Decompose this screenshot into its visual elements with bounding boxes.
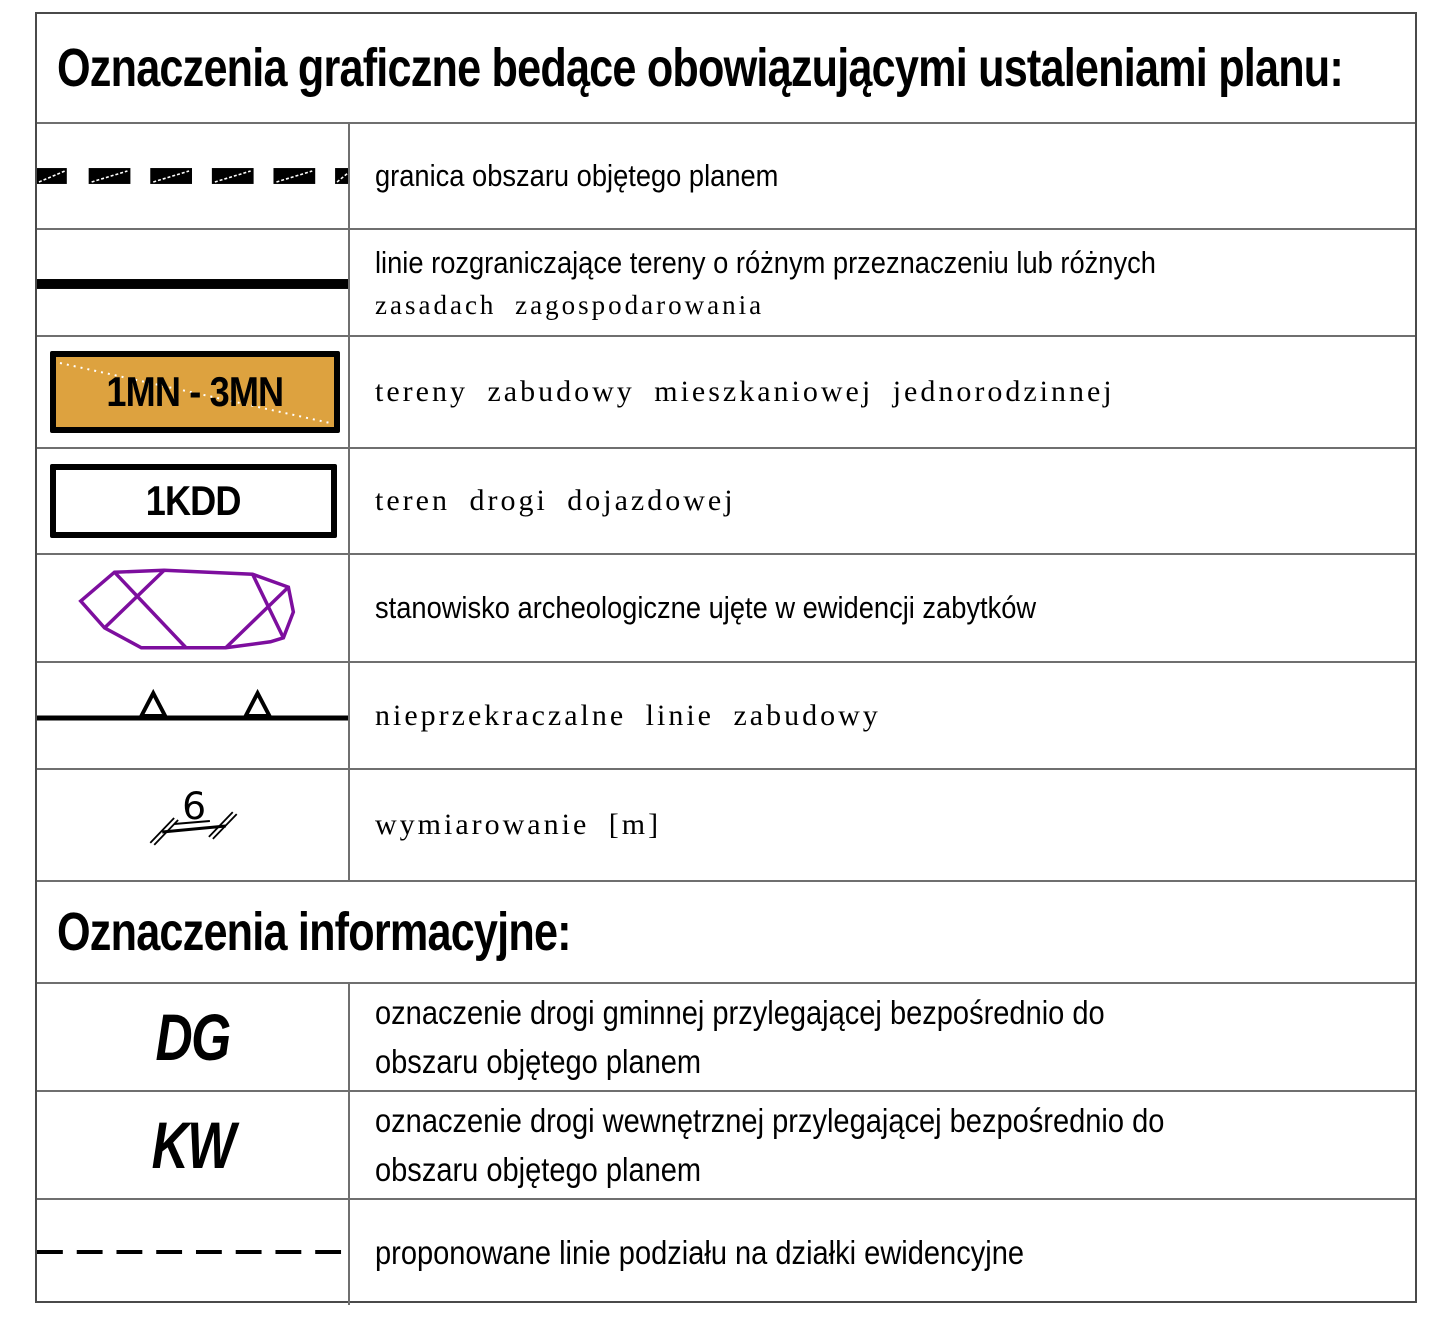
legend-table: Oznaczenia graficzne bedące obowiązujący… <box>35 12 1417 1305</box>
plan-boundary-desc: granica obszaru objętego planem <box>375 158 779 193</box>
archaeological-site-symbol-cell <box>37 555 350 661</box>
zoning-line-desc-line1: linie rozgraniczające tereny o różnym pr… <box>375 244 1156 280</box>
plot-division-desc: proponowane linie podziału na działki ew… <box>375 1233 1024 1271</box>
section-informational-title: Oznaczenia informacyjne: <box>57 902 572 962</box>
legend-row-plan-boundary: granica obszaru objętego planem <box>37 124 1415 230</box>
access-road-desc-cell: teren drogi dojazdowej <box>350 449 1415 553</box>
plot-division-symbol-cell <box>37 1200 350 1305</box>
plan-boundary-symbol-cell <box>37 124 350 228</box>
kw-road-desc-line2: obszaru objętego planem <box>375 1151 702 1188</box>
building-limit-desc: nieprzekraczalne linie zabudowy <box>375 698 881 732</box>
legend-row-residential-zone: 1MN - 3MN tereny zabudowy mieszkaniowej … <box>37 337 1415 449</box>
kw-road-desc-cell: oznaczenie drogi wewnętrznej przylegając… <box>350 1092 1415 1198</box>
legend-row-dg-road: DG oznaczenie drogi gminnej przylegające… <box>37 984 1415 1092</box>
legend-row-access-road: 1KDD teren drogi dojazdowej <box>37 449 1415 555</box>
legend-row-archaeological-site: stanowisko archeologiczne ujęte w ewiden… <box>37 555 1415 663</box>
zoning-line-desc-cell: linie rozgraniczające tereny o różnym pr… <box>350 230 1415 335</box>
dg-road-label: DG <box>155 1000 231 1074</box>
legend-row-plot-division: proponowane linie podziału na działki ew… <box>37 1200 1415 1305</box>
dimensioning-desc: wymiarowanie [m] <box>375 808 662 841</box>
building-limit-line-icon <box>37 688 348 721</box>
building-limit-desc-cell: nieprzekraczalne linie zabudowy <box>350 663 1415 768</box>
kw-road-desc-line1: oznaczenie drogi wewnętrznej przylegając… <box>375 1101 1165 1139</box>
dg-road-desc-cell: oznaczenie drogi gminnej przylegającej b… <box>350 984 1415 1090</box>
archaeological-site-desc: stanowisko archeologiczne ujęte w ewiden… <box>375 590 1037 625</box>
kw-road-symbol-cell: KW <box>37 1092 350 1198</box>
access-road-desc: teren drogi dojazdowej <box>375 484 736 517</box>
section-informational-title-row: Oznaczenia informacyjne: <box>37 882 1415 984</box>
residential-zone-desc: tereny zabudowy mieszkaniowej jednorodzi… <box>375 375 1115 408</box>
dg-road-desc-line1: oznaczenie drogi gminnej przylegającej b… <box>375 993 1105 1031</box>
kw-road-label: KW <box>151 1108 235 1182</box>
dimensioning-symbol-cell: 6 <box>37 770 350 880</box>
legend-row-kw-road: KW oznaczenie drogi wewnętrznej przylega… <box>37 1092 1415 1200</box>
legend-row-zoning-line: linie rozgraniczające tereny o różnym pr… <box>37 230 1415 337</box>
dg-road-symbol-cell: DG <box>37 984 350 1090</box>
section-binding-title-row: Oznaczenia graficzne bedące obowiązujący… <box>37 14 1415 124</box>
legend-row-building-limit: nieprzekraczalne linie zabudowy <box>37 663 1415 770</box>
dg-road-desc-line2: obszaru objętego planem <box>375 1043 702 1080</box>
access-road-zone-box-icon: 1KDD <box>50 464 337 538</box>
legend-row-dimensioning: 6 wymiarowanie [m] <box>37 770 1415 882</box>
section-informational-title-cell: Oznaczenia informacyjne: <box>37 882 1415 982</box>
access-road-symbol-cell: 1KDD <box>37 449 350 553</box>
dimension-line-icon: 6 <box>149 784 238 846</box>
section-binding-title-cell: Oznaczenia graficzne bedące obowiązujący… <box>37 14 1437 122</box>
archaeological-site-polygon-icon <box>78 568 296 650</box>
section-binding-title: Oznaczenia graficzne bedące obowiązujący… <box>57 38 1344 98</box>
residential-zone-symbol-cell: 1MN - 3MN <box>37 337 350 447</box>
archaeological-site-desc-cell: stanowisko archeologiczne ujęte w ewiden… <box>350 555 1415 661</box>
zoning-separation-line-icon <box>37 279 348 289</box>
plot-division-dashed-line-icon <box>37 1250 348 1254</box>
zoning-line-symbol-cell <box>37 230 350 335</box>
residential-zone-box-icon: 1MN - 3MN <box>50 351 340 433</box>
zoning-line-desc-line2: zasadach zagospodarowania <box>375 289 765 320</box>
building-limit-symbol-cell <box>37 663 350 768</box>
plot-division-desc-cell: proponowane linie podziału na działki ew… <box>350 1200 1415 1305</box>
residential-zone-desc-cell: tereny zabudowy mieszkaniowej jednorodzi… <box>350 337 1415 447</box>
dimensioning-desc-cell: wymiarowanie [m] <box>350 770 1415 880</box>
residential-zone-label: 1MN - 3MN <box>106 368 285 415</box>
plan-boundary-dashed-line-icon <box>37 168 348 184</box>
plan-boundary-desc-cell: granica obszaru objętego planem <box>350 124 1415 228</box>
access-road-zone-label: 1KDD <box>146 477 242 524</box>
